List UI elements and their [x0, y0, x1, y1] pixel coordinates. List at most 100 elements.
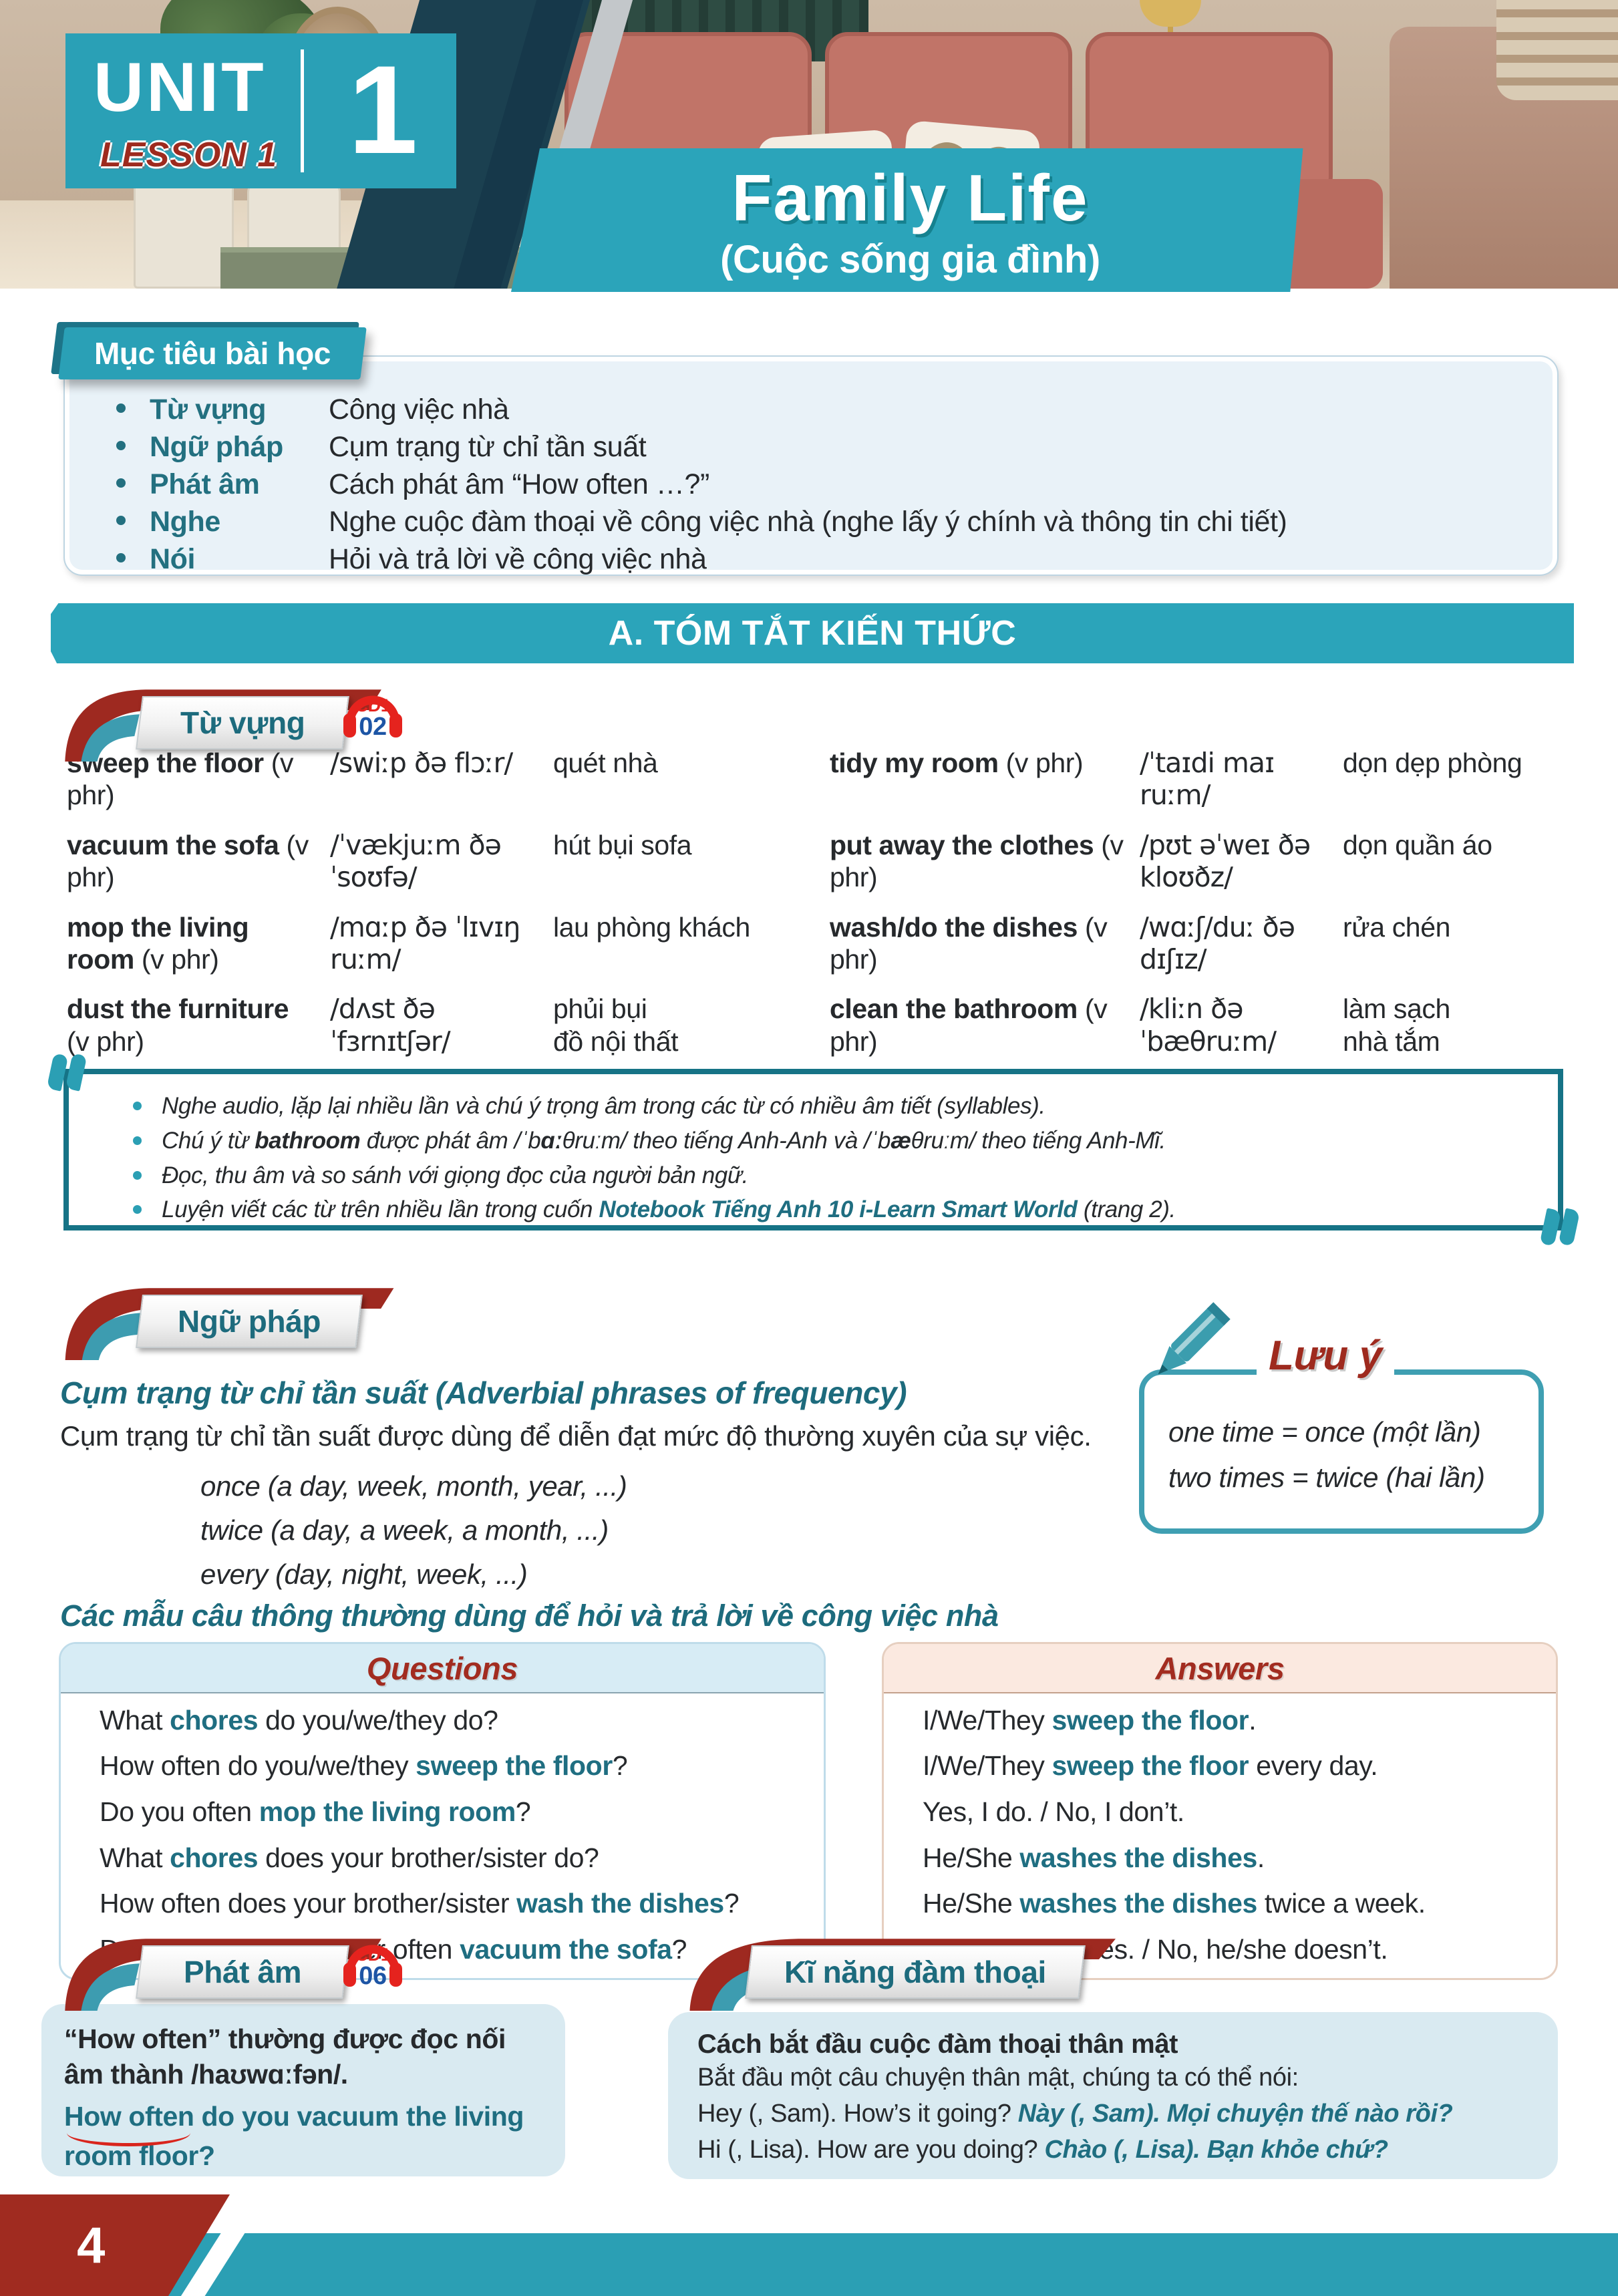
summary-banner-label: A. TÓM TẮT KIẾN THỨC	[608, 614, 1017, 653]
vocab-pos: (v phr)	[830, 993, 1108, 1057]
vocab-term: mop the living room (v phr)	[67, 911, 315, 976]
vocab-meaning: lau phòng khách	[553, 911, 750, 943]
text-segment: chores	[170, 1704, 259, 1736]
note-list: Nghe audio, lặp lại nhiều lần và chú ý t…	[133, 1092, 1538, 1224]
note-box: Nghe audio, lặp lại nhiều lần và chú ý t…	[46, 1053, 1581, 1247]
text-segment: Đọc, thu âm và so sánh với giọng đọc của…	[162, 1162, 748, 1188]
vocab-pos: (v phr)	[134, 943, 219, 975]
reminder-lines: one time = once (một lần) two times = twi…	[1144, 1375, 1539, 1500]
text-segment: (trang 2).	[1077, 1196, 1176, 1223]
pronunciation-rule: “How often” thường được đọc nối âm thành…	[64, 2023, 506, 2090]
bullet-icon	[116, 516, 126, 525]
conversation-row: Hi (, Lisa). How are you doing? Chào (, …	[697, 2132, 1528, 2168]
objective-label: Nói	[150, 543, 196, 575]
divider	[301, 49, 304, 172]
text-segment: Yes, I do. / No, I don’t.	[923, 1796, 1184, 1828]
liaison-underline: How often	[64, 2097, 194, 2147]
bullet-icon	[133, 1102, 142, 1110]
vocab-ipa: /ˈvækjuːm ðə ˈsoʊfə/	[330, 828, 502, 894]
note-text: Chú ý từ bathroom được phát âm /ˈbɑːθruː…	[162, 1126, 1166, 1156]
note-text: Đọc, thu âm và so sánh với giọng đọc của…	[162, 1161, 748, 1190]
page-number: 4	[77, 2217, 105, 2274]
grammar-example-line: every (day, night, week, ...)	[200, 1558, 528, 1590]
text-segment: Do you often	[100, 1796, 259, 1828]
conversation-box: Cách bắt đầu cuộc đàm thoại thân mật Bắt…	[668, 2012, 1558, 2179]
text-segment: Hi (, Lisa). How are you doing?	[697, 2135, 1045, 2164]
answers-header-label: Answers	[1155, 1650, 1285, 1686]
vocab-term-text: wash/do the dishes	[830, 911, 1078, 943]
text-segment: Chào (, Lisa). Bạn khỏe chứ?	[1044, 2135, 1388, 2164]
vocab-tab: Từ vựng	[136, 696, 349, 750]
text-segment: bathroom	[255, 1127, 361, 1154]
quote-icon	[46, 1053, 88, 1092]
objectives-tab-label: Mục tiêu bài học	[94, 336, 331, 371]
reminder-line: one time = once (một lần)	[1168, 1416, 1481, 1448]
conversation-section-ribbon: Kĩ năng đàm thoại	[681, 1932, 1149, 2011]
conversation-title: Cách bắt đầu cuộc đàm thoại thân mật	[697, 2029, 1178, 2059]
objective-text: Hỏi và trả lời về công việc nhà	[329, 543, 707, 575]
objective-item: Nói Hỏi và trả lời về công việc nhà	[102, 541, 1530, 579]
question-row: How often do you/we/they sweep the floor…	[100, 1750, 810, 1782]
text-segment: I/We/They	[923, 1704, 1052, 1736]
cd-audio-icon: CD1 06	[339, 1927, 406, 1996]
vocab-meaning: quét nhà	[553, 748, 658, 778]
objective-item: Phát âm Cách phát âm “How often …?”	[102, 466, 1530, 504]
objectives-panel: Từ vựng Công việc nhà Ngữ pháp Cụm trạng từ…	[63, 355, 1559, 576]
text-segment: Chú ý từ	[162, 1127, 255, 1154]
note-item: Đọc, thu âm và so sánh với giọng đọc của…	[133, 1161, 1538, 1190]
objective-text: Công việc nhà	[329, 393, 509, 426]
text-segment: does your brother/sister do?	[258, 1842, 599, 1873]
grammar-body: Cụm trạng từ chỉ tần suất được dùng để d…	[60, 1420, 1092, 1452]
footer-band	[0, 2233, 1618, 2296]
answers-list: I/We/They sweep the floor. I/We/They swee…	[884, 1693, 1556, 1978]
plaid-pillow-graphic	[1496, 0, 1618, 100]
text-segment: What	[100, 1704, 170, 1736]
bullet-icon	[116, 441, 126, 450]
text-segment: sweep the floor	[416, 1750, 613, 1782]
text-segment: How often do you/we/they	[100, 1750, 416, 1782]
objective-label: Từ vựng	[150, 393, 267, 426]
note-text: Nghe audio, lặp lại nhiều lần và chú ý t…	[162, 1092, 1045, 1121]
text-segment: washes the dishes	[1019, 1842, 1257, 1873]
objective-item: Nghe Nghe cuộc đàm thoại về công việc nhà…	[102, 504, 1530, 541]
vocab-term: vacuum the sofa (v phr)	[67, 829, 315, 894]
objective-text: Nghe cuộc đàm thoại về công việc nhà (ng…	[329, 506, 1287, 538]
pronunciation-tab: Phát âm	[136, 1945, 349, 1999]
vocab-term: wash/do the dishes (v phr)	[830, 911, 1125, 976]
objective-label: Nghe	[150, 506, 220, 538]
vocab-pos: (v phr)	[998, 748, 1084, 778]
bullet-icon	[133, 1136, 142, 1145]
cd-audio-icon: CD1 02	[339, 677, 406, 747]
title-banner: Family Life (Cuộc sống gia đình)	[511, 148, 1303, 292]
text-segment: ?	[515, 1796, 531, 1828]
text-segment: được phát âm /ˈb	[360, 1127, 541, 1154]
pronunciation-box: “How often” thường được đọc nối âm thành…	[41, 2004, 565, 2176]
page-title: Family Life	[732, 161, 1089, 234]
text-segment: sweep the floor	[1051, 1750, 1249, 1782]
objective-item: Từ vựng Công việc nhà	[102, 391, 1530, 429]
questions-header: Questions	[61, 1644, 824, 1693]
vocab-pos: (v phr)	[830, 911, 1108, 975]
headphones-icon	[343, 695, 402, 737]
vocab-pos: (v phr)	[67, 829, 309, 893]
note-item: Nghe audio, lặp lại nhiều lần và chú ý t…	[133, 1092, 1538, 1121]
vocab-term: dust the furniture (v phr)	[67, 993, 315, 1057]
summary-banner: A. TÓM TẮT KIẾN THỨC	[51, 603, 1574, 663]
conversation-tab: Kĩ năng đàm thoại	[745, 1945, 1086, 1999]
reminder-title: Lưu ý	[1257, 1332, 1394, 1379]
vocab-meaning: dọn quần áo	[1343, 829, 1492, 860]
text-segment: mop the living room	[259, 1796, 516, 1828]
text-segment: chores	[170, 1842, 259, 1873]
text-segment: .	[1257, 1842, 1265, 1873]
vocab-ipa: /ˈtaɪdi maɪ ruːm/	[1140, 747, 1275, 812]
track-number: 06	[359, 1961, 387, 1990]
bullet-icon	[116, 403, 126, 413]
vocab-term: tidy my room (v phr)	[830, 747, 1125, 812]
lesson-label: LESSON 1	[100, 136, 278, 174]
text-segment: twice a week.	[1257, 1888, 1426, 1919]
text-segment: Luyện viết các từ trên nhiều lần trong c…	[162, 1196, 599, 1223]
lamp-graphic	[1140, 0, 1201, 27]
vocab-table: sweep the floor (v phr)/swiːp ðə flɔːr/q…	[67, 747, 1563, 1057]
objectives-list: Từ vựng Công việc nhà Ngữ pháp Cụm trạng từ…	[102, 391, 1530, 579]
text-segment: Notebook Tiếng Anh 10 i-Learn Smart Worl…	[599, 1196, 1078, 1223]
